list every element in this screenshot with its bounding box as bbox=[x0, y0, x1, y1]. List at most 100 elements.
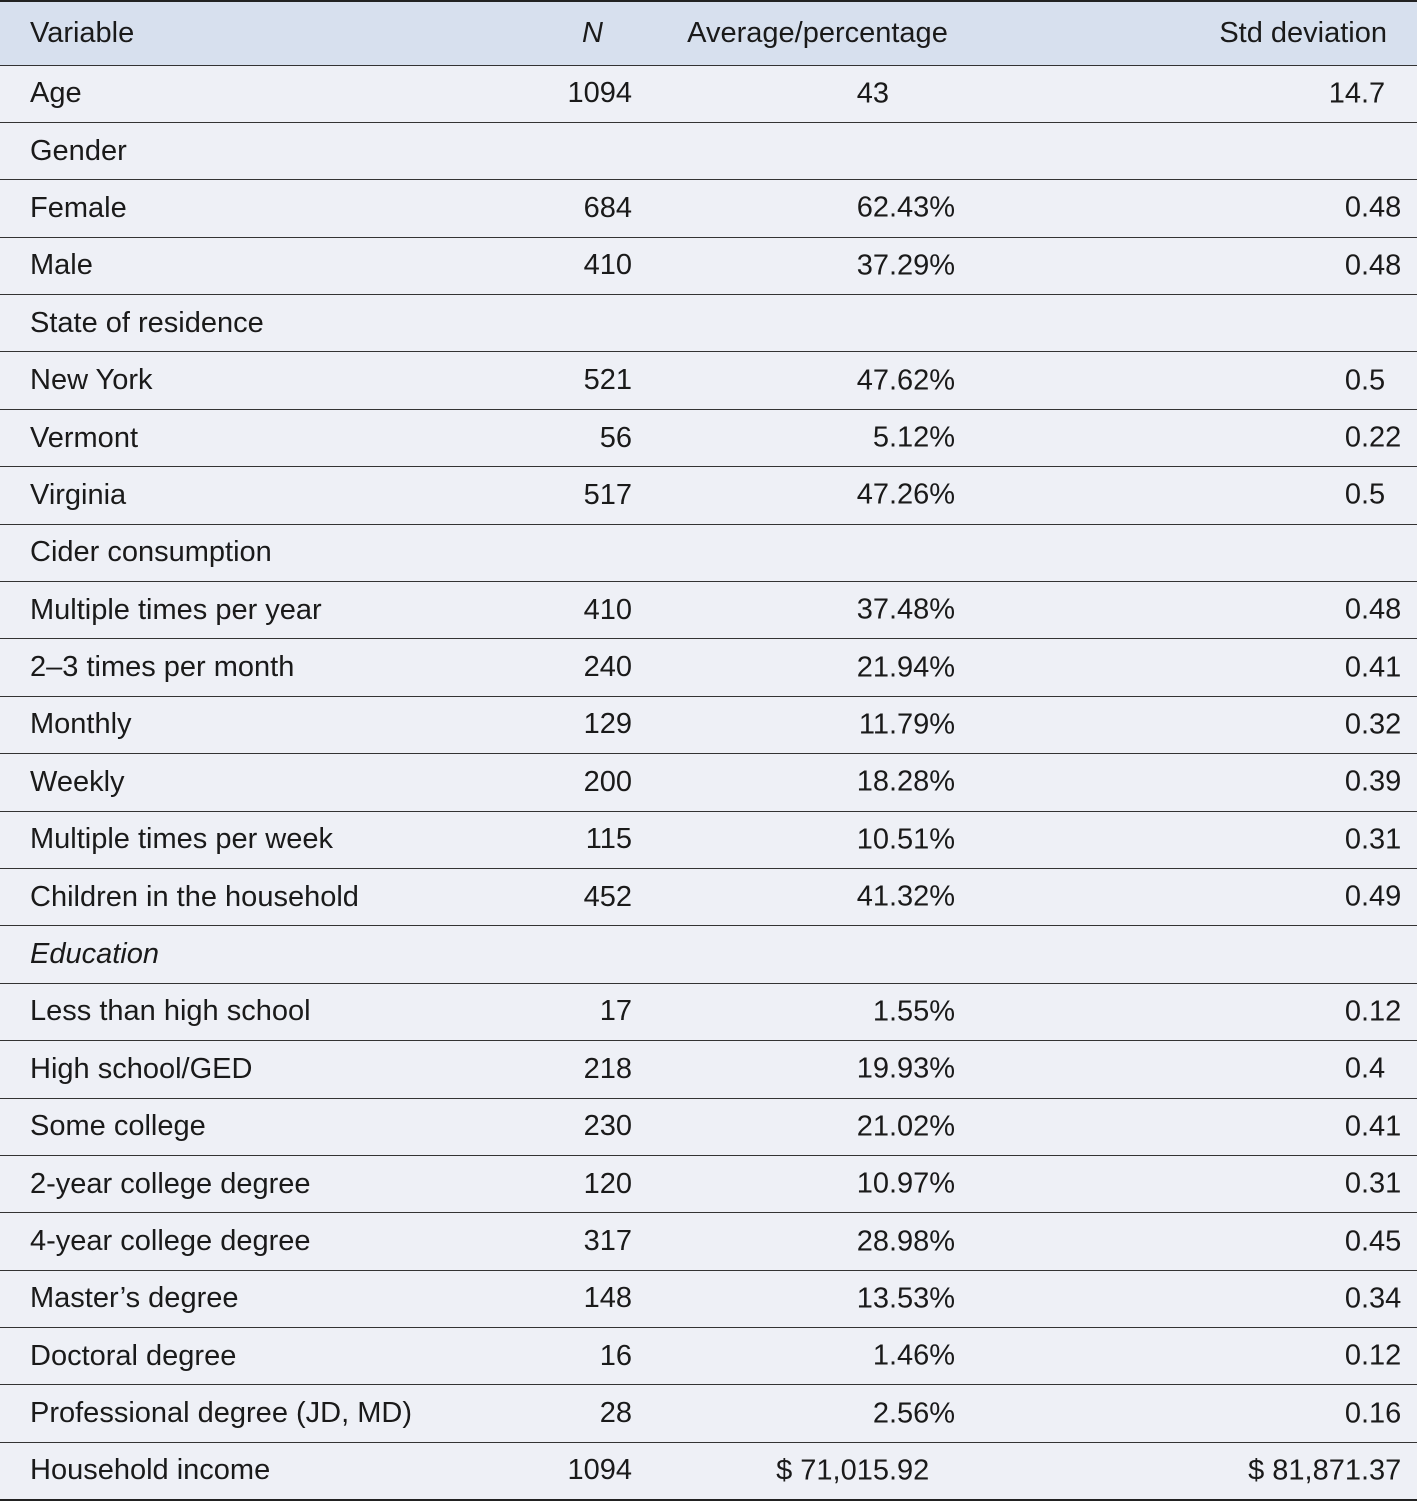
row-std-deviation: 0.34 bbox=[1344, 1282, 1402, 1315]
row-n bbox=[500, 925, 645, 984]
row-average-cell: 37.29% bbox=[645, 237, 990, 296]
row-average-cell: 47.62% bbox=[645, 351, 990, 410]
table-row: Children in the household 452 41.32% 0.49 bbox=[0, 868, 1417, 927]
row-n: 218 bbox=[500, 1040, 645, 1099]
row-average: 43 bbox=[856, 77, 889, 110]
table-row: Education bbox=[0, 925, 1417, 984]
row-average-cell: 37.48% bbox=[645, 581, 990, 640]
table-row: Less than high school 17 1.55% 0.12 bbox=[0, 983, 1417, 1042]
table-row: 2-year college degree 120 10.97% 0.31 bbox=[0, 1155, 1417, 1214]
row-std-deviation-cell: 0.31 bbox=[990, 1155, 1417, 1214]
row-average-cell: 21.02% bbox=[645, 1098, 990, 1156]
row-label: 2-year college degree bbox=[0, 1155, 500, 1214]
row-n: 240 bbox=[500, 638, 645, 697]
table-row: New York 521 47.62% 0.5 bbox=[0, 351, 1417, 410]
row-average: 18.28% bbox=[856, 765, 956, 798]
row-average-cell: 19.93% bbox=[645, 1040, 990, 1099]
row-std-deviation: 0.16 bbox=[1344, 1397, 1402, 1430]
header-row: Variable N Average/percentage Std deviat… bbox=[0, 0, 1417, 66]
row-average: 11.79% bbox=[858, 708, 956, 741]
row-average-cell: 2.56% bbox=[645, 1384, 990, 1443]
table-row: Virginia 517 47.26% 0.5 bbox=[0, 466, 1417, 525]
row-average: 21.02% bbox=[856, 1110, 956, 1143]
row-std-deviation: 0.4 bbox=[1344, 1052, 1386, 1085]
header-std-deviation: Std deviation bbox=[990, 0, 1417, 66]
row-label: 4-year college degree bbox=[0, 1212, 500, 1271]
row-n bbox=[500, 524, 645, 583]
row-average: 13.53% bbox=[856, 1282, 956, 1315]
row-n: 1094 bbox=[500, 65, 645, 123]
row-average-cell: 28.98% bbox=[645, 1212, 990, 1271]
row-average: 62.43% bbox=[856, 191, 956, 224]
row-std-deviation-cell: 0.5 bbox=[990, 351, 1417, 410]
row-label: Weekly bbox=[0, 753, 500, 812]
table-row: Multiple times per year 410 37.48% 0.48 bbox=[0, 581, 1417, 640]
row-n: 452 bbox=[500, 868, 645, 927]
row-std-deviation: 0.31 bbox=[1344, 823, 1402, 856]
row-average: 1.46% bbox=[872, 1339, 956, 1372]
row-std-deviation-cell: 0.48 bbox=[990, 237, 1417, 296]
row-label: Professional degree (JD, MD) bbox=[0, 1384, 500, 1443]
table-row: Multiple times per week 115 10.51% 0.31 bbox=[0, 811, 1417, 869]
table-row: Female 684 62.43% 0.48 bbox=[0, 179, 1417, 238]
row-label: 2–3 times per month bbox=[0, 638, 500, 697]
row-label: Male bbox=[0, 237, 500, 296]
row-n: 56 bbox=[500, 409, 645, 468]
row-average: 5.12% bbox=[872, 421, 956, 454]
row-average-cell: 10.97% bbox=[645, 1155, 990, 1214]
row-n: 521 bbox=[500, 351, 645, 410]
row-std-deviation-cell: 0.32 bbox=[990, 696, 1417, 755]
row-label: Household income bbox=[0, 1442, 500, 1501]
row-average-cell: 1.55% bbox=[645, 983, 990, 1042]
row-std-deviation-cell bbox=[990, 122, 1417, 181]
row-average-cell: 10.51% bbox=[645, 811, 990, 869]
row-std-deviation: 0.39 bbox=[1344, 765, 1402, 798]
header-variable: Variable bbox=[0, 0, 500, 66]
row-average-cell bbox=[645, 925, 990, 984]
row-std-deviation: 0.48 bbox=[1344, 191, 1402, 224]
row-std-deviation-cell: 0.45 bbox=[990, 1212, 1417, 1271]
row-std-deviation: 14.7 bbox=[1328, 77, 1386, 110]
row-std-deviation-cell bbox=[990, 524, 1417, 583]
row-average: 1.55% bbox=[872, 995, 956, 1028]
row-n: 148 bbox=[500, 1270, 645, 1329]
table-body: Age 1094 43 14.7 Gender Female 684 62.43% 0.48 Ma… bbox=[0, 65, 1417, 1501]
row-n: 200 bbox=[500, 753, 645, 812]
table-row: Some college 230 21.02% 0.41 bbox=[0, 1098, 1417, 1156]
row-label: Vermont bbox=[0, 409, 500, 468]
row-std-deviation: 0.5 bbox=[1344, 478, 1386, 511]
row-std-deviation: 0.32 bbox=[1344, 708, 1402, 741]
row-std-deviation-cell: 0.49 bbox=[990, 868, 1417, 927]
row-label: Age bbox=[0, 65, 500, 123]
table-row: 4-year college degree 317 28.98% 0.45 bbox=[0, 1212, 1417, 1271]
row-label: Female bbox=[0, 179, 500, 238]
table-row: Doctoral degree 16 1.46% 0.12 bbox=[0, 1327, 1417, 1386]
row-std-deviation: 0.12 bbox=[1344, 995, 1402, 1028]
table-row: Age 1094 43 14.7 bbox=[0, 65, 1417, 123]
row-std-deviation: 0.5 bbox=[1344, 364, 1386, 397]
row-label: Children in the household bbox=[0, 868, 500, 927]
table-row: Master’s degree 148 13.53% 0.34 bbox=[0, 1270, 1417, 1329]
row-std-deviation-cell: 0.22 bbox=[990, 409, 1417, 468]
row-n: 129 bbox=[500, 696, 645, 755]
row-std-deviation: 0.48 bbox=[1344, 249, 1402, 282]
table-row: Monthly 129 11.79% 0.32 bbox=[0, 696, 1417, 755]
header-n: N bbox=[500, 0, 645, 66]
row-label: Doctoral degree bbox=[0, 1327, 500, 1386]
row-label: Monthly bbox=[0, 696, 500, 755]
table-row: Weekly 200 18.28% 0.39 bbox=[0, 753, 1417, 812]
row-n: 230 bbox=[500, 1098, 645, 1156]
row-std-deviation-cell: 0.12 bbox=[990, 1327, 1417, 1386]
row-n: 410 bbox=[500, 581, 645, 640]
row-n: 410 bbox=[500, 237, 645, 296]
row-average: 37.29% bbox=[856, 249, 956, 282]
row-average-cell: 13.53% bbox=[645, 1270, 990, 1329]
table-row: Male 410 37.29% 0.48 bbox=[0, 237, 1417, 296]
row-std-deviation-cell bbox=[990, 925, 1417, 984]
row-label: State of residence bbox=[0, 294, 500, 353]
row-average-cell bbox=[645, 524, 990, 583]
row-average-cell: 21.94% bbox=[645, 638, 990, 697]
row-label: New York bbox=[0, 351, 500, 410]
row-std-deviation: 0.49 bbox=[1344, 880, 1402, 913]
